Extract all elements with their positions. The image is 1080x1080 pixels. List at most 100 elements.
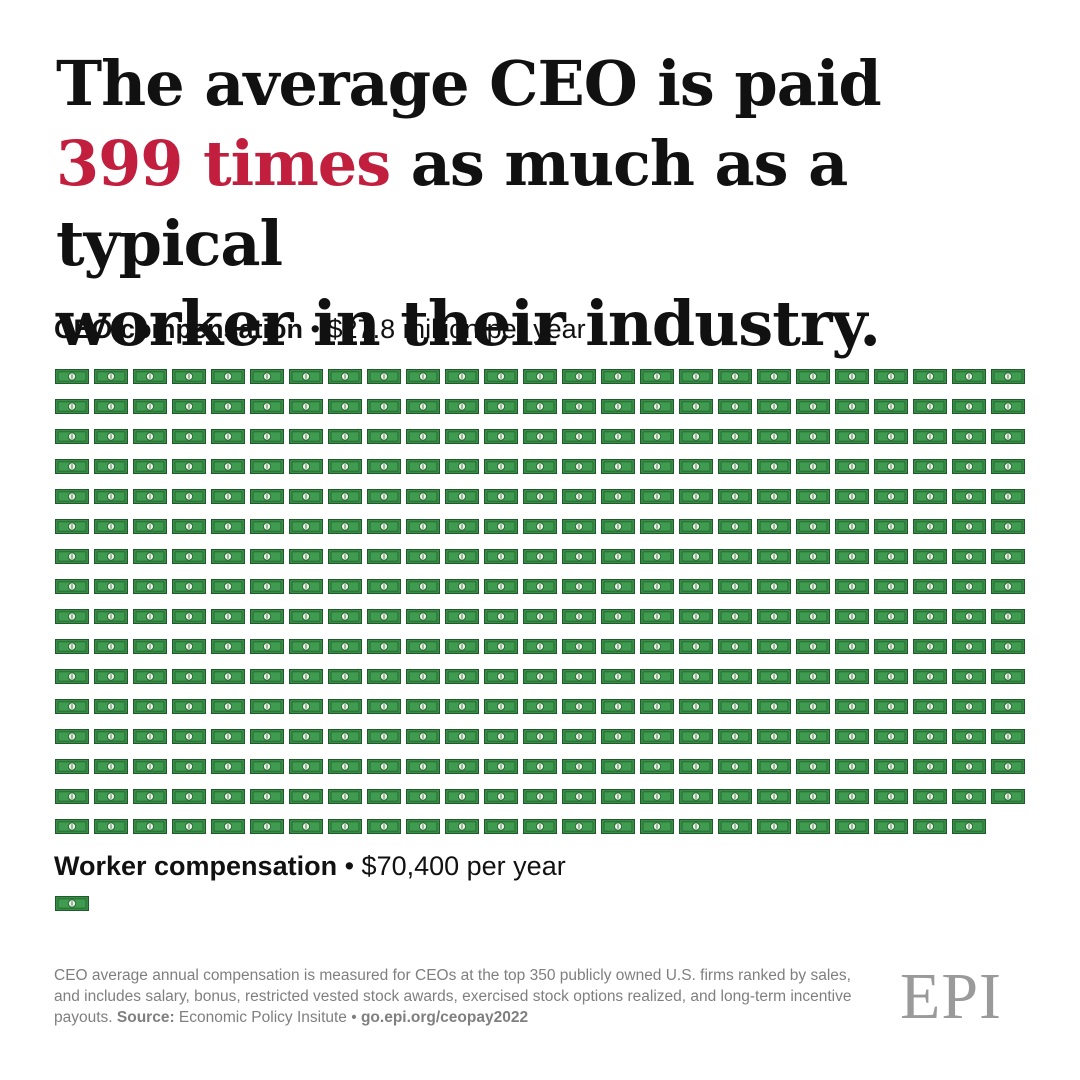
headline-highlight: 399 times (56, 127, 391, 200)
dollar-bill-icon (94, 609, 128, 625)
dollar-bill-icon (562, 459, 596, 475)
dollar-bill-icon (835, 369, 869, 385)
dollar-bill-icon (484, 459, 518, 475)
dollar-bill-icon (250, 819, 284, 835)
headline-line2: as much as a typical (56, 127, 848, 280)
dollar-bill-icon (406, 429, 440, 445)
footer-note: CEO average annual compensation is measu… (54, 965, 874, 1028)
dollar-bill-icon (562, 489, 596, 505)
dollar-bill-icon (172, 429, 206, 445)
dollar-bill-icon (640, 759, 674, 775)
dollar-bill-icon (328, 609, 362, 625)
dollar-bill-icon (328, 399, 362, 415)
dollar-bill-icon (562, 699, 596, 715)
dollar-bill-icon (718, 519, 752, 535)
dollar-bill-icon (289, 609, 323, 625)
dollar-bill-icon (523, 789, 557, 805)
dollar-bill-icon (757, 489, 791, 505)
dollar-bill-icon (484, 549, 518, 565)
dollar-bill-icon (601, 549, 635, 565)
dollar-bill-icon (523, 519, 557, 535)
dollar-bill-icon (757, 729, 791, 745)
dollar-bill-icon (211, 819, 245, 835)
worker-bill (54, 895, 90, 913)
dollar-bill-icon (835, 459, 869, 475)
dollar-bill-icon (796, 669, 830, 685)
dollar-bill-icon (55, 699, 89, 715)
dollar-bill-icon (874, 759, 908, 775)
dollar-bill-icon (133, 429, 167, 445)
dollar-bill-icon (718, 429, 752, 445)
dollar-bill-icon (133, 789, 167, 805)
dollar-bill-icon (952, 759, 986, 775)
footer-link[interactable]: go.epi.org/ceopay2022 (360, 1009, 529, 1026)
dollar-bill-icon (601, 369, 635, 385)
dollar-bill-icon (757, 459, 791, 475)
dollar-bill-icon (991, 579, 1025, 595)
dollar-bill-icon (913, 669, 947, 685)
dollar-bill-icon (211, 489, 245, 505)
dollar-bill-icon (796, 639, 830, 655)
dollar-bill-icon (367, 759, 401, 775)
dollar-bill-icon (406, 729, 440, 745)
dollar-bill-icon (133, 819, 167, 835)
dollar-bill-icon (796, 489, 830, 505)
dollar-bill-icon (913, 429, 947, 445)
dollar-bill-icon (55, 519, 89, 535)
dollar-bill-icon (406, 699, 440, 715)
footer-source-label: Source: (116, 1009, 175, 1026)
dollar-bill-icon (796, 429, 830, 445)
dollar-bill-icon (328, 669, 362, 685)
dollar-bill-icon (523, 549, 557, 565)
dollar-bill-icon (406, 789, 440, 805)
dollar-bill-icon (211, 549, 245, 565)
dollar-bill-icon (211, 609, 245, 625)
dollar-bill-icon (718, 699, 752, 715)
dollar-bill-icon (250, 669, 284, 685)
dollar-bill-icon (913, 729, 947, 745)
dollar-bill-icon (796, 459, 830, 475)
dollar-bill-icon (757, 519, 791, 535)
dollar-bill-icon (718, 639, 752, 655)
dollar-bill-icon (913, 639, 947, 655)
dollar-bill-icon (679, 519, 713, 535)
dollar-bill-icon (94, 399, 128, 415)
dollar-bill-icon (679, 669, 713, 685)
dollar-bill-icon (211, 519, 245, 535)
dollar-bill-icon (718, 669, 752, 685)
dollar-bill-icon (133, 579, 167, 595)
dollar-bill-icon (94, 549, 128, 565)
dollar-bill-icon (952, 369, 986, 385)
dollar-bill-icon (796, 609, 830, 625)
dollar-bill-icon (94, 639, 128, 655)
dollar-bill-icon (562, 639, 596, 655)
dollar-bill-icon (562, 549, 596, 565)
dollar-bill-icon (406, 579, 440, 595)
dollar-bill-icon (991, 789, 1025, 805)
dollar-bill-icon (835, 429, 869, 445)
dollar-bill-icon (874, 639, 908, 655)
footer-source-text: Economic Policy Insitute • (174, 1009, 361, 1026)
dollar-bill-icon (484, 669, 518, 685)
dollar-bill-icon (562, 759, 596, 775)
headline: The average CEO is paid 399 times as much… (56, 44, 1046, 364)
dollar-bill-icon (484, 759, 518, 775)
dollar-bill-icon (328, 369, 362, 385)
dollar-bill-icon (640, 699, 674, 715)
dollar-bill-icon (835, 399, 869, 415)
dollar-bill-icon (640, 579, 674, 595)
epi-logo: EPI (900, 960, 1002, 1033)
dollar-bill-icon (367, 609, 401, 625)
dollar-bill-icon (55, 729, 89, 745)
dollar-bill-icon (991, 759, 1025, 775)
dollar-bill-icon (328, 759, 362, 775)
dollar-bill-icon (601, 639, 635, 655)
dollar-bill-icon (55, 639, 89, 655)
dollar-bill-icon (172, 459, 206, 475)
dollar-bill-icon (445, 699, 479, 715)
dollar-bill-icon (874, 369, 908, 385)
dollar-bill-icon (55, 669, 89, 685)
dollar-bill-icon (523, 579, 557, 595)
dollar-bill-icon (562, 429, 596, 445)
dollar-bill-icon (406, 459, 440, 475)
